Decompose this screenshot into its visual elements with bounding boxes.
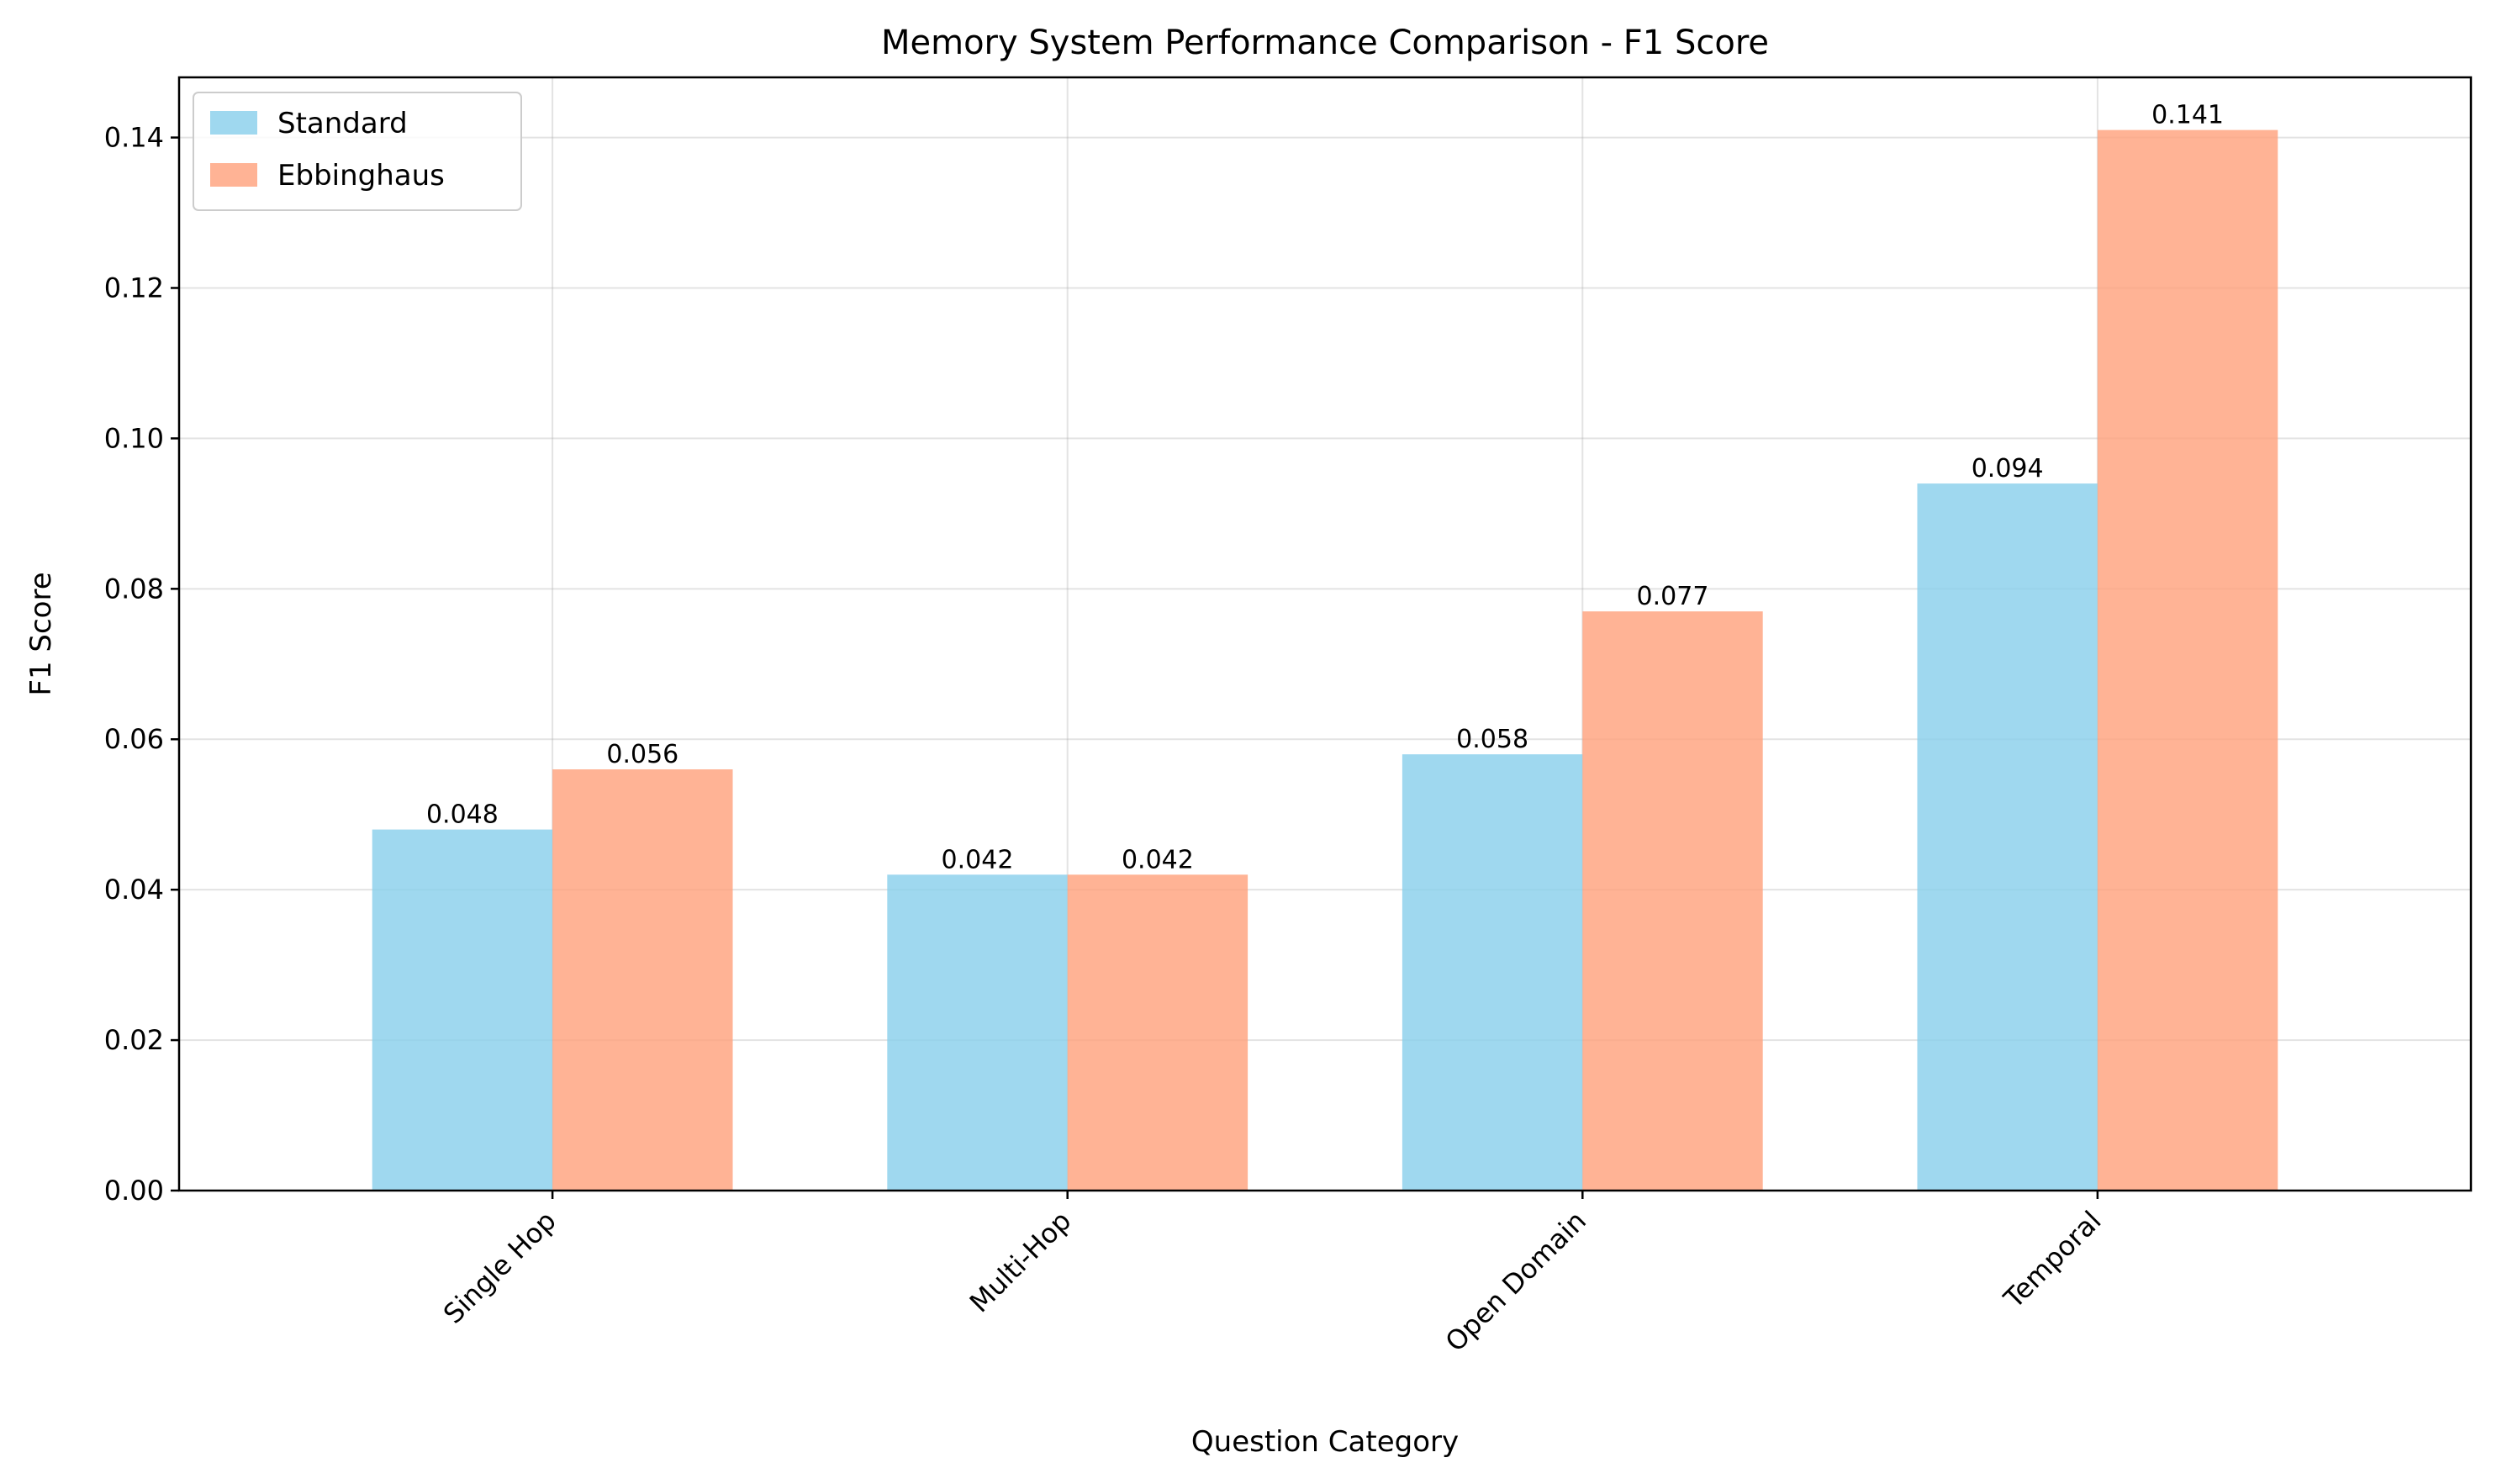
chart-title: Memory System Performance Comparison - F… [881, 24, 1769, 62]
data-label: 0.058 [1456, 725, 1528, 754]
legend-box [193, 92, 522, 211]
legend-swatch-standard [210, 111, 257, 135]
x-axis-label: Question Category [1191, 1425, 1459, 1459]
x-tick-label: Temporal [1997, 1205, 2107, 1315]
y-tick-label: 0.14 [104, 122, 164, 154]
bar-standard [887, 874, 1068, 1191]
y-tick-label: 0.12 [104, 272, 164, 304]
y-tick-label: 0.04 [104, 874, 164, 906]
data-labels: 0.048 0.042 0.058 0.094 0.056 0.042 0.077 0.141 [426, 101, 2224, 875]
legend-swatch-ebbinghaus [210, 163, 257, 187]
data-label: 0.042 [1122, 845, 1194, 874]
bar-standard [1402, 754, 1583, 1191]
y-tick-label: 0.06 [104, 723, 164, 755]
bar-standard [1917, 483, 2098, 1191]
data-label: 0.048 [426, 800, 499, 830]
bar-ebbinghaus [1582, 611, 1763, 1191]
y-tick-label: 0.00 [104, 1175, 164, 1207]
data-label: 0.094 [1972, 454, 2044, 483]
y-tick-label: 0.02 [104, 1024, 164, 1056]
legend-label-ebbinghaus: Ebbinghaus [277, 159, 445, 193]
data-label: 0.141 [2151, 101, 2224, 130]
data-label: 0.077 [1637, 582, 1709, 611]
y-tick-label: 0.08 [104, 573, 164, 605]
bars [372, 129, 2278, 1191]
x-tick-label: Open Domain [1439, 1205, 1592, 1358]
legend-label-standard: Standard [277, 107, 408, 140]
x-axis: Single Hop Multi-Hop Open Domain Temporal [437, 1191, 2108, 1358]
plot-frame [177, 76, 2473, 1192]
y-axis-label: F1 Score [24, 572, 58, 695]
bar-ebbinghaus [1067, 874, 1248, 1191]
data-label: 0.056 [606, 740, 678, 769]
bar-ebbinghaus [552, 769, 733, 1191]
bar-standard [372, 829, 553, 1191]
data-label: 0.042 [942, 845, 1014, 874]
legend: Standard Ebbinghaus [193, 92, 522, 211]
bar-ebbinghaus [2097, 129, 2278, 1191]
x-tick-label: Single Hop [437, 1205, 562, 1330]
y-axis: 0.00 0.02 0.04 0.06 0.08 0.10 0.12 0.14 [104, 122, 179, 1207]
x-tick-label: Multi-Hop [963, 1205, 1078, 1319]
y-tick-label: 0.10 [104, 422, 164, 454]
